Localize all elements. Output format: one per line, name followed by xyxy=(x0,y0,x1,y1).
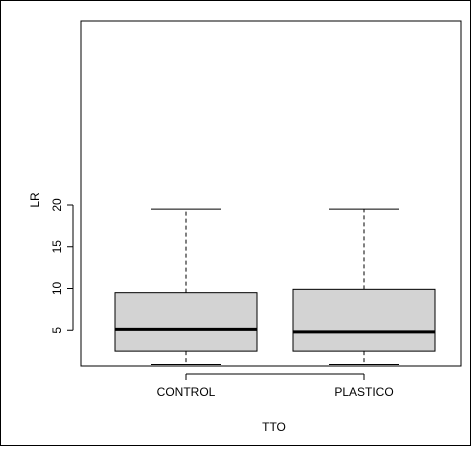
box-control xyxy=(114,208,258,365)
y-tick-label: 15 xyxy=(50,240,64,254)
box-plastico xyxy=(292,208,436,365)
y-tick-label: 20 xyxy=(50,198,64,212)
y-axis: 5 10 15 20 xyxy=(50,198,74,334)
y-tick-label: 10 xyxy=(50,282,64,296)
x-axis: CONTROL PLASTICO xyxy=(157,373,394,399)
boxes xyxy=(114,208,436,365)
iqr-box xyxy=(292,288,436,352)
plot-area-border xyxy=(80,20,462,367)
y-axis-label: LR xyxy=(28,192,42,208)
x-tick-label: PLASTICO xyxy=(334,385,393,399)
x-axis-label: TTO xyxy=(262,420,286,434)
x-tick-label: CONTROL xyxy=(157,385,216,399)
iqr-box xyxy=(114,292,258,352)
y-tick-label: 5 xyxy=(50,327,64,334)
